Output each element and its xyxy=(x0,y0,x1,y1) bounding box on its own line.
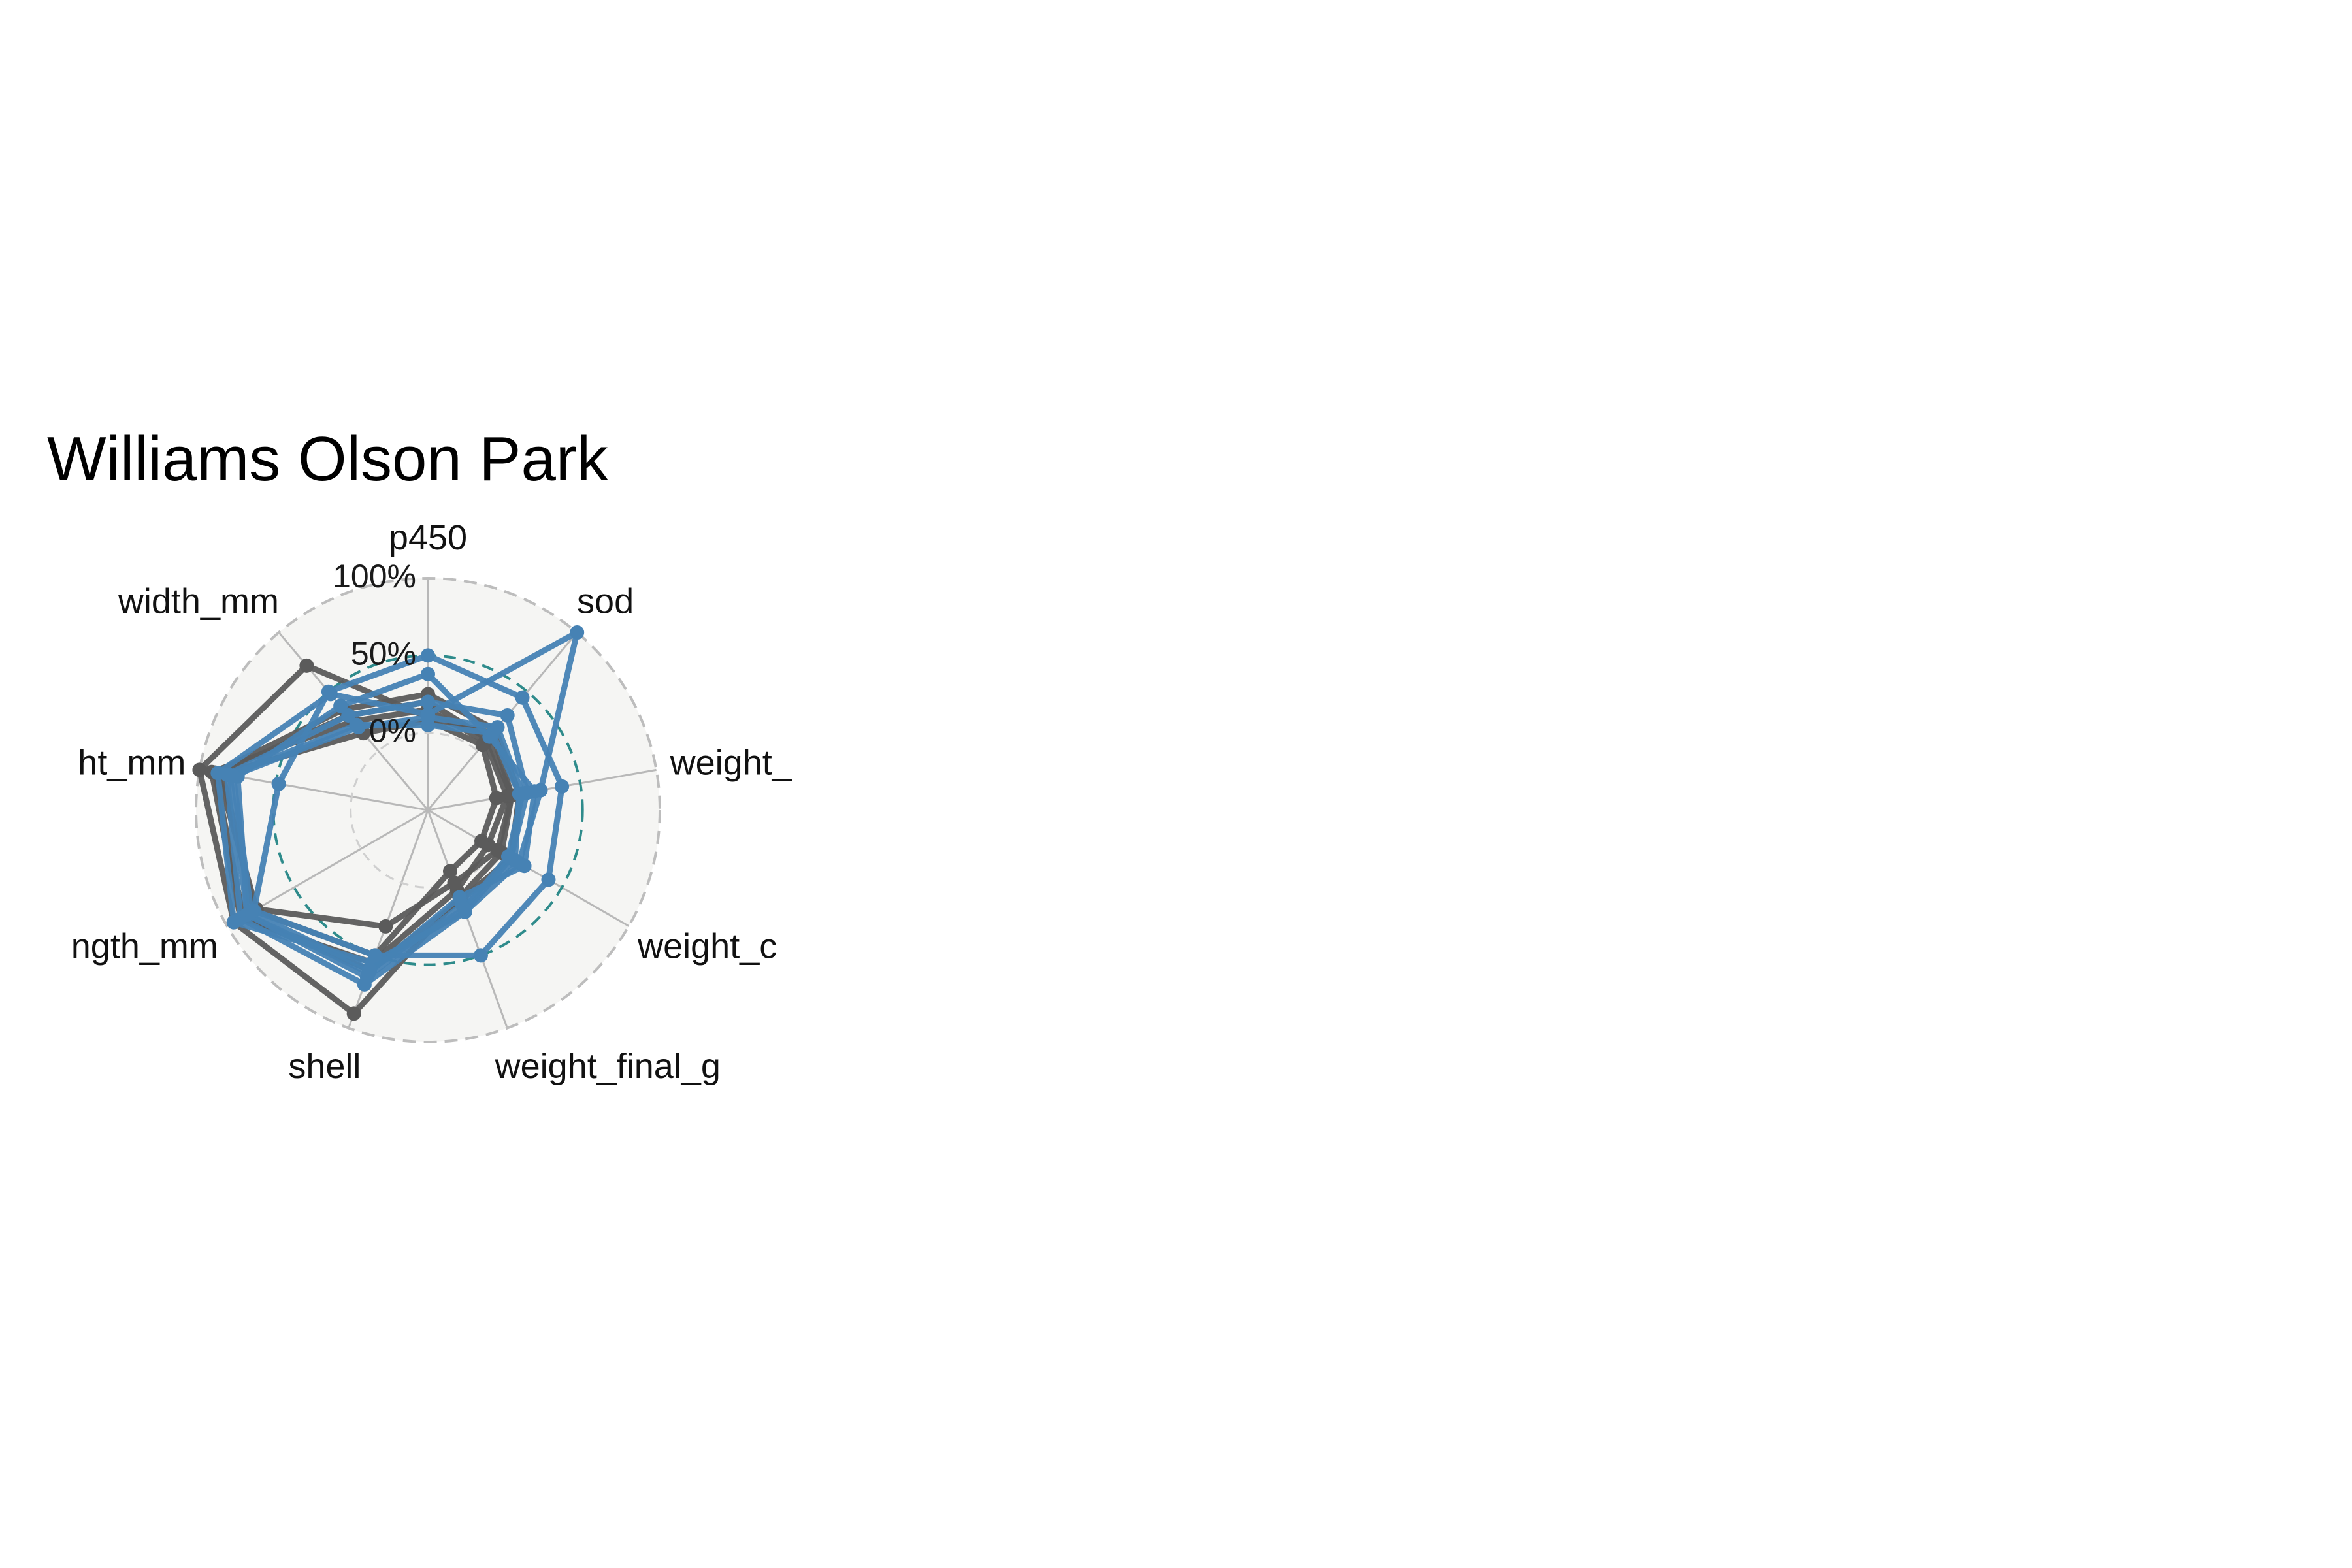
grid-circle-100 xyxy=(195,577,661,1043)
series-point-blue xyxy=(421,648,435,663)
series-point-blue xyxy=(500,849,515,864)
series-point-gray xyxy=(489,791,504,806)
axis-label: weight_ xyxy=(670,743,792,783)
series-point-gray xyxy=(447,875,462,890)
axis-label: p450 xyxy=(389,518,467,557)
series-point-blue xyxy=(321,684,336,699)
series-point-blue xyxy=(271,776,286,791)
radial-tick-label: 100% xyxy=(333,558,416,595)
series-point-gray xyxy=(378,919,393,934)
series-point-blue xyxy=(570,625,585,640)
series-point-blue xyxy=(421,666,435,681)
series-point-blue xyxy=(225,768,240,783)
axis-spoke xyxy=(348,809,429,1029)
series-point-blue xyxy=(555,779,570,794)
series-point-gray xyxy=(192,762,207,777)
series-point-blue xyxy=(368,948,383,963)
axis-spoke xyxy=(427,632,578,811)
series-point-blue xyxy=(541,872,556,887)
axis-label: weight_final_g xyxy=(495,1047,721,1086)
series-point-blue xyxy=(421,694,435,710)
series-point-blue xyxy=(351,720,366,735)
series-point-gray xyxy=(299,658,314,673)
series-point-blue xyxy=(500,708,515,723)
series-point-gray xyxy=(490,843,505,858)
series-point-blue xyxy=(457,902,472,917)
axis-label: ht_mm xyxy=(78,743,186,783)
series-point-gray xyxy=(474,834,489,849)
axis-label: width_mm xyxy=(118,582,279,621)
chart-title: Williams Olson Park xyxy=(47,424,609,494)
radial-tick-label: 50% xyxy=(351,635,416,672)
series-point-gray xyxy=(346,1006,361,1021)
series-line-blue xyxy=(230,714,525,973)
series-point-blue xyxy=(421,710,435,725)
axis-label: ngth_mm xyxy=(71,927,218,966)
series-point-blue xyxy=(244,905,259,920)
series-point-blue xyxy=(515,786,530,801)
plot-area: 0% 50% 100%p450 sod weight_ weight_c weight_fi… xyxy=(71,518,792,1086)
series-line-blue xyxy=(223,698,530,988)
axis-label: weight_c xyxy=(637,927,777,966)
series-point-gray xyxy=(442,864,457,879)
series-point-blue xyxy=(473,948,488,963)
axis-spoke xyxy=(427,809,508,1029)
radial-tick-label: 0% xyxy=(369,713,416,749)
series-point-blue xyxy=(362,962,377,977)
series-point-blue xyxy=(333,698,348,713)
series-point-blue xyxy=(515,690,530,705)
axis-label: shell xyxy=(288,1047,361,1086)
series-point-blue xyxy=(490,720,505,735)
axis-label: sod xyxy=(577,582,634,621)
series-point-blue xyxy=(341,708,356,723)
